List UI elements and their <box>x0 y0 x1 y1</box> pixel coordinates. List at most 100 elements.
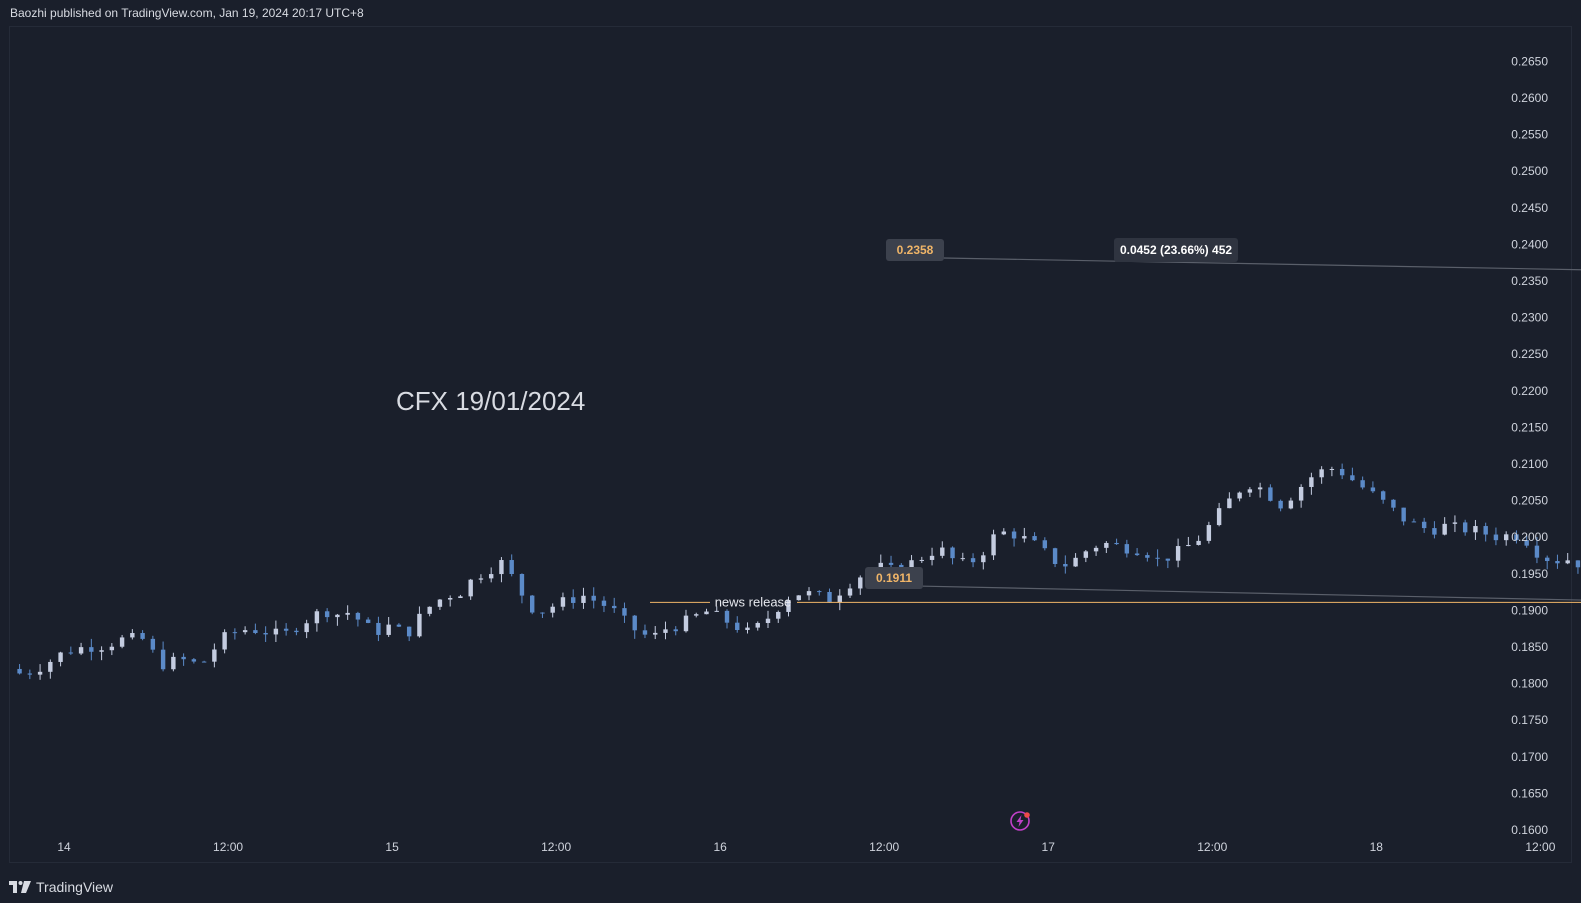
y-tick-label: 0.2300 <box>1511 311 1548 325</box>
candle-body <box>201 661 207 663</box>
candle-body <box>1401 507 1406 522</box>
y-tick-label: 0.2450 <box>1511 201 1548 215</box>
candle-body <box>1514 534 1519 541</box>
low-price-label-text: 0.1911 <box>876 571 912 585</box>
candle-body <box>745 627 750 630</box>
candle-body <box>447 598 453 600</box>
candle-body <box>1216 508 1222 526</box>
y-tick-label: 0.2250 <box>1511 347 1548 361</box>
candle-body <box>858 577 863 589</box>
candle-body <box>304 623 309 633</box>
candle-body <box>837 595 842 603</box>
candle-body <box>919 559 924 561</box>
candle-body <box>714 610 719 612</box>
candle-body <box>253 630 258 634</box>
x-tick-label: 18 <box>1370 840 1384 854</box>
candle-body <box>37 671 43 675</box>
candle-body <box>1257 487 1263 490</box>
candle-body <box>1534 545 1540 558</box>
x-tick-label: 12:00 <box>1525 840 1555 854</box>
candle-body <box>222 632 227 650</box>
candle-body <box>991 534 996 556</box>
candle-body <box>550 606 555 613</box>
candle-body <box>560 597 566 607</box>
candle-body <box>89 647 94 652</box>
candle-body <box>601 600 607 606</box>
candle-body <box>847 588 853 596</box>
candle-body <box>17 668 22 674</box>
candle-body <box>1329 468 1335 470</box>
y-tick-label: 0.2650 <box>1511 54 1548 68</box>
candle-body <box>1483 526 1488 535</box>
tradingview-brand: TradingView <box>36 879 114 895</box>
y-tick-label: 0.1750 <box>1511 713 1548 727</box>
candle-body <box>1370 487 1376 492</box>
candle-body <box>581 595 586 603</box>
candle-body <box>1247 489 1253 493</box>
candle-body <box>1575 560 1581 568</box>
candle-body <box>1432 528 1437 535</box>
tradingview-footer[interactable]: TradingView <box>9 877 113 897</box>
candle-body <box>294 630 299 633</box>
candle-body <box>417 613 422 637</box>
y-tick-label: 0.2200 <box>1511 384 1548 398</box>
candle-body <box>109 646 115 651</box>
candles-layer <box>17 463 1581 680</box>
candle-body <box>1237 492 1242 499</box>
y-tick-label: 0.1600 <box>1511 823 1548 837</box>
y-tick-label: 0.2100 <box>1511 457 1548 471</box>
candle-body <box>806 591 812 596</box>
candle-body <box>981 555 986 563</box>
candle-body <box>1380 491 1386 500</box>
candle-body <box>263 633 268 635</box>
candle-body <box>458 596 463 599</box>
candle-body <box>1452 522 1458 524</box>
candle-body <box>591 595 596 601</box>
news-release-label: news release <box>715 594 792 609</box>
candle-body <box>1350 475 1355 481</box>
candle-body <box>1052 548 1058 564</box>
candle-body <box>1493 534 1499 541</box>
candle-body <box>1565 560 1570 564</box>
candle-body <box>468 579 473 597</box>
lightning-alert-icon[interactable] <box>1010 811 1030 831</box>
candle-body <box>683 615 689 632</box>
candle-body <box>622 608 627 616</box>
candle-body <box>663 629 668 633</box>
x-tick-label: 12:00 <box>541 840 571 854</box>
candle-body <box>940 547 945 556</box>
candle-body <box>878 562 883 571</box>
candle-body <box>130 633 135 638</box>
y-tick-label: 0.1900 <box>1511 603 1548 617</box>
measure-label-box <box>1114 238 1238 262</box>
candle-body <box>437 599 443 607</box>
candle-body <box>1001 531 1007 535</box>
y-tick-label: 0.2000 <box>1511 530 1548 544</box>
candle-body <box>1093 547 1099 552</box>
x-tick-label: 12:00 <box>869 840 899 854</box>
candle-body <box>150 638 156 650</box>
x-tick-label: 12:00 <box>213 840 243 854</box>
candle-body <box>1442 523 1447 535</box>
candle-body <box>1134 553 1140 556</box>
candle-body <box>1544 557 1550 562</box>
high-price-label-pointer <box>889 256 1581 271</box>
candle-body <box>58 652 63 662</box>
candle-body <box>1298 486 1304 501</box>
candle-body <box>796 595 801 601</box>
candle-body <box>1360 480 1365 488</box>
candle-body <box>365 619 371 623</box>
candle-body <box>335 614 340 618</box>
candle-body <box>1227 498 1232 509</box>
candle-body <box>1124 544 1130 554</box>
candle-body <box>1011 531 1017 539</box>
y-tick-label: 0.2050 <box>1511 494 1548 508</box>
candle-body <box>1391 499 1396 508</box>
candle-body <box>694 614 699 616</box>
candle-body <box>396 624 402 627</box>
low-price-label-pointer <box>868 584 1581 601</box>
chart-title: CFX 19/01/2024 <box>396 386 585 416</box>
candle-body <box>1462 522 1468 533</box>
candle-body <box>1186 544 1191 547</box>
